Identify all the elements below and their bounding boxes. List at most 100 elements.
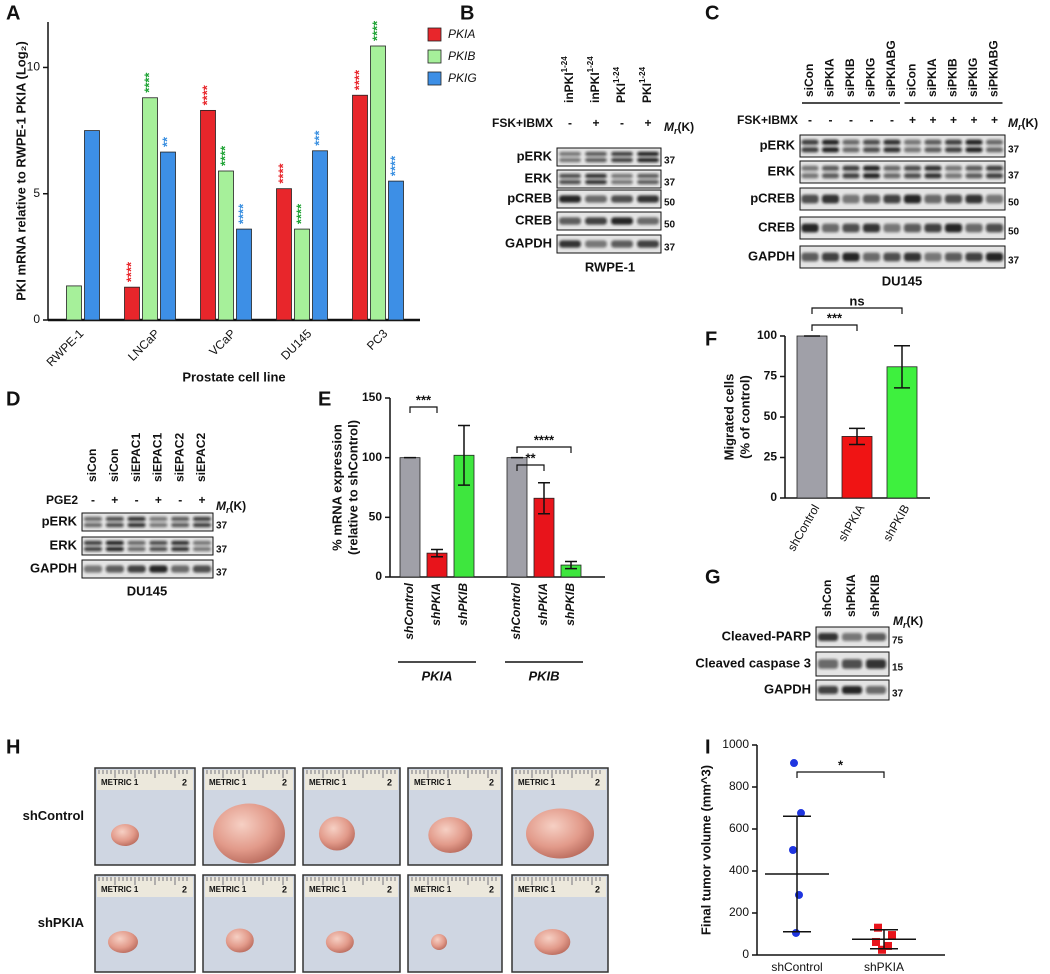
band [611, 173, 633, 179]
bar [200, 109, 216, 321]
size-marker: 37 [1008, 145, 1020, 156]
size-marker: 75 [892, 636, 904, 647]
error-bar [565, 560, 577, 570]
band [149, 522, 168, 528]
band [585, 217, 607, 225]
panel-letter: C [705, 2, 719, 24]
ruler [97, 770, 193, 790]
ruler-label: 2 [282, 777, 287, 787]
lane-label: siEPAC1 [151, 433, 165, 482]
row-label: Cleaved caspase 3 [695, 655, 811, 670]
treatment-sign: - [568, 116, 572, 130]
blot-strip [556, 147, 662, 167]
band [862, 194, 881, 204]
treatment-sign: + [950, 113, 957, 127]
significance-bracket [796, 771, 885, 778]
blot-strip [799, 245, 1006, 269]
x-tick-label: RWPE-1 [44, 326, 87, 369]
band [862, 139, 881, 145]
blot-strip [556, 189, 662, 209]
band [105, 546, 124, 552]
band [883, 173, 901, 179]
significance-bracket [811, 307, 903, 314]
band [862, 165, 881, 171]
blot-strip [81, 536, 214, 556]
legend-label: PKIB [448, 49, 475, 63]
size-marker: 37 [892, 689, 904, 700]
treatment-sign: + [991, 113, 998, 127]
row-label: pCREB [507, 190, 552, 205]
mr-label: Mr(K) [216, 499, 246, 515]
tumor [111, 824, 139, 846]
band [127, 546, 146, 552]
band [862, 147, 881, 153]
ruler-label: METRIC 1 [309, 885, 347, 894]
significance-label: *** [416, 392, 432, 407]
ruler-label: 2 [489, 777, 494, 787]
legend-swatch [427, 49, 442, 64]
band [883, 252, 901, 262]
y-tick-label: 800 [729, 779, 749, 793]
band [985, 147, 1004, 153]
bar [841, 436, 873, 499]
treatment-sign: + [198, 493, 205, 507]
y-tick-label: 200 [729, 905, 749, 919]
significance-label: ns [849, 293, 864, 308]
lane-label: siPKIB [946, 58, 960, 97]
treatment-sign: - [135, 493, 139, 507]
lane-label: shCon [820, 580, 834, 617]
band [883, 223, 901, 233]
band [611, 195, 633, 203]
band [105, 516, 124, 522]
y-axis-label: (% of control) [737, 375, 752, 459]
mr-unit: (K) [1022, 116, 1039, 130]
band [842, 139, 860, 145]
tumor [325, 931, 354, 953]
bar [276, 188, 292, 321]
treatment-sign: - [849, 113, 853, 127]
lane-label: shPKIB [868, 574, 882, 617]
lane-label: siCon [802, 64, 816, 97]
band [841, 659, 863, 669]
x-tick-label: shPKIA [835, 502, 867, 544]
bar [142, 97, 158, 321]
band [149, 540, 168, 546]
bar [312, 150, 328, 321]
band [883, 165, 901, 171]
row-label: Cleaved-PARP [722, 628, 812, 643]
y-tick-label: 75 [764, 369, 778, 383]
sd-bar [870, 929, 898, 950]
band [637, 179, 659, 185]
error-bar [849, 427, 865, 446]
band [559, 195, 581, 203]
error-bar [431, 548, 443, 558]
band [127, 540, 146, 546]
panel-letter: B [460, 2, 474, 24]
treatment-sign: + [155, 493, 162, 507]
ruler [205, 770, 293, 790]
point [884, 941, 892, 950]
bar [352, 94, 368, 321]
band [585, 179, 607, 185]
x-tick-label: shPKIB [880, 502, 912, 544]
panel-letter: G [705, 566, 721, 588]
lane-label: siEPAC1 [129, 433, 143, 482]
significance-label: **** [351, 69, 366, 90]
lane-label: shPKIA [844, 574, 858, 617]
lane-label: siCon [905, 64, 919, 97]
band [862, 252, 881, 262]
bar [160, 151, 176, 321]
treatment-sign: - [178, 493, 182, 507]
ruler-label: 2 [595, 777, 600, 787]
mr-subscript: r [903, 620, 907, 630]
x-tick-label: shPKIB [456, 583, 470, 626]
row-label: ERK [50, 537, 78, 552]
bar [388, 180, 404, 321]
band [841, 633, 863, 641]
bar [506, 457, 528, 578]
legend-label: PKIA [448, 27, 475, 41]
band [817, 633, 839, 641]
y-axis-label: Final tumor volume (mm^3) [698, 765, 713, 935]
band [192, 516, 212, 522]
